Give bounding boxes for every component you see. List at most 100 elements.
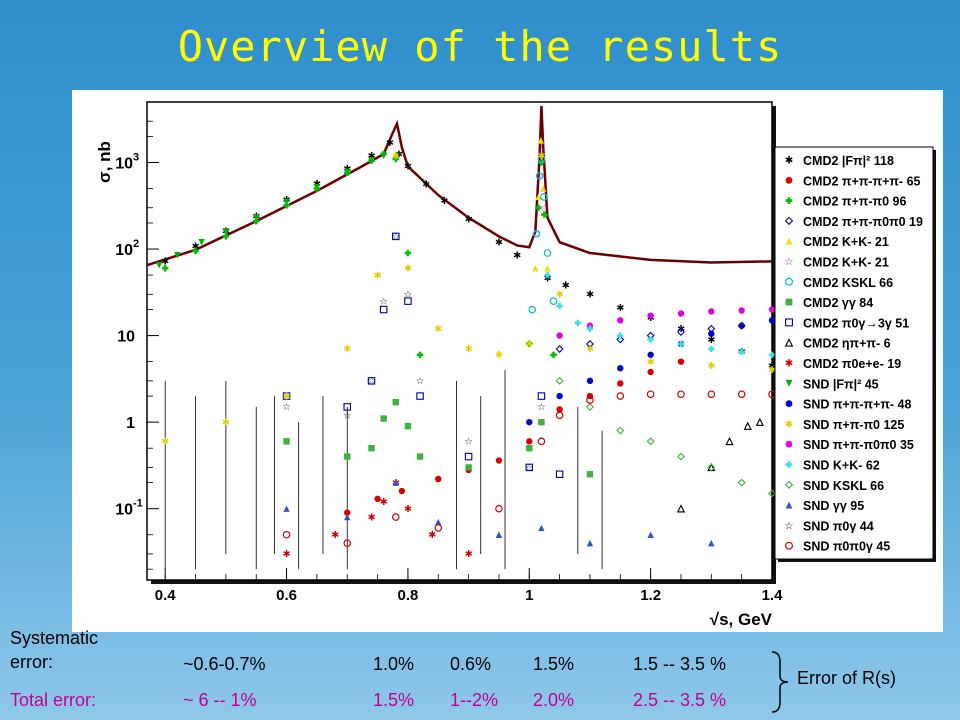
data-point-18: ☆: [416, 376, 425, 387]
data-point-11: [368, 157, 375, 164]
data-point-12: [526, 418, 533, 426]
data-point-1: [526, 438, 533, 445]
y-tick-label: 10: [117, 329, 135, 346]
data-point-11: [222, 228, 230, 235]
data-point-13: ✱: [586, 344, 594, 355]
data-point-2: [526, 340, 533, 348]
data-point-8: [367, 377, 376, 385]
data-point-8: [525, 463, 534, 472]
data-point-1: [495, 457, 503, 464]
data-point-19: [555, 411, 564, 420]
legend-marker: [784, 480, 794, 489]
legend-marker: [785, 501, 793, 509]
data-point-0: ✱: [616, 303, 624, 314]
data-point-13: ✱: [525, 339, 533, 350]
data-point-0: ✱: [513, 250, 521, 261]
systematic-value-1: ~0.6-0.7%: [183, 654, 266, 674]
data-point-10: ✱: [331, 530, 339, 541]
legend-marker: [785, 176, 793, 184]
legend-label: SND π+π-π+π- 48: [803, 398, 911, 412]
data-point-11: [283, 198, 290, 206]
data-point-13: ✱: [537, 151, 545, 162]
data-point-16: [707, 463, 716, 472]
data-point-3: [585, 340, 594, 348]
data-point-13: ✱: [647, 357, 655, 368]
data-point-11: [253, 214, 260, 221]
data-point-15: [586, 325, 594, 332]
data-point-8: [404, 297, 412, 305]
data-point-18: ☆: [537, 402, 546, 413]
data-point-17: [495, 531, 503, 538]
data-point-19: [537, 437, 546, 446]
data-point-17: [586, 539, 594, 547]
data-point-15: [677, 340, 685, 348]
data-point-15: [544, 271, 551, 279]
data-point-10: ✱: [367, 512, 375, 523]
data-point-11: [344, 168, 351, 176]
legend-label: SND KSKL 66: [803, 479, 884, 493]
data-point-16: [616, 426, 625, 435]
x-tick-label: 0.6: [276, 587, 297, 604]
data-point-15: [617, 332, 624, 339]
y-tick-exponent: 2: [133, 238, 139, 250]
data-point-0: ✱: [422, 179, 430, 190]
data-point-1: [677, 358, 685, 365]
total-value-1: ~ 6 -- 1%: [183, 690, 257, 710]
total-value-5: 2.5 -- 3.5 %: [633, 690, 727, 710]
data-point-7: [465, 464, 472, 471]
data-point-6: [540, 193, 548, 201]
data-point-0: ✱: [768, 361, 776, 372]
data-point-0: ✱: [707, 335, 715, 346]
x-tick-label: 0.8: [397, 587, 418, 604]
data-point-13: ✱: [495, 350, 503, 361]
data-point-1: [435, 475, 442, 483]
legend-label: CMD2 K+K- 21: [803, 235, 889, 249]
data-point-10: ✱: [404, 504, 412, 515]
data-point-11: [380, 152, 387, 159]
x-tick-label: 1: [525, 587, 533, 604]
systematic-value-4: 1.5%: [533, 654, 575, 674]
fit-curve: [146, 105, 773, 267]
data-point-19: [495, 504, 503, 513]
legend-marker: [784, 541, 793, 550]
data-point-18: ☆: [525, 463, 534, 474]
data-point-13: ✱: [374, 270, 382, 281]
legend-marker: [785, 400, 793, 407]
data-point-7: [344, 453, 351, 460]
legend-label: CMD2 KSKL 66: [803, 276, 893, 290]
data-point-0: ✱: [395, 149, 403, 160]
data-point-2: [541, 211, 548, 218]
legend-marker: [784, 338, 794, 347]
data-point-13: ✱: [392, 151, 400, 162]
legend-label: CMD2 π+π-π+π- 65: [803, 174, 921, 188]
y-tick-exponent: -1: [133, 498, 143, 510]
data-point-6: [543, 249, 552, 257]
total-value-4: 2.0%: [533, 690, 575, 710]
data-point-2: [392, 155, 399, 163]
data-point-0: ✱: [161, 257, 169, 268]
data-point-18: ☆: [282, 402, 291, 413]
data-point-17: [538, 524, 545, 532]
y-tick-exponent: 3: [133, 151, 139, 163]
legend-label: SND γγ 95: [803, 499, 864, 513]
data-point-1: [556, 406, 563, 413]
legend-label: CMD2 γγ 84: [803, 296, 873, 310]
data-point-6: [535, 172, 544, 180]
data-point-13: ✱: [283, 391, 291, 402]
legend-label: SND K+K- 62: [803, 459, 880, 473]
x-tick-label: 1.4: [762, 587, 784, 604]
data-point-14: [556, 332, 563, 339]
data-point-2: [535, 204, 542, 211]
legend-label: CMD2 π0γ→3γ 51: [803, 316, 909, 330]
legend-marker: [785, 440, 793, 448]
legend-marker: ✱: [785, 419, 794, 430]
data-point-11: [174, 251, 181, 259]
data-point-8: [416, 392, 424, 400]
systematic-value-3: 0.6%: [450, 654, 492, 674]
data-point-11: [198, 238, 205, 246]
data-point-16: [646, 437, 655, 446]
data-point-2: [192, 247, 199, 255]
legend-marker: [785, 379, 793, 387]
data-point-5: ☆: [540, 203, 549, 214]
